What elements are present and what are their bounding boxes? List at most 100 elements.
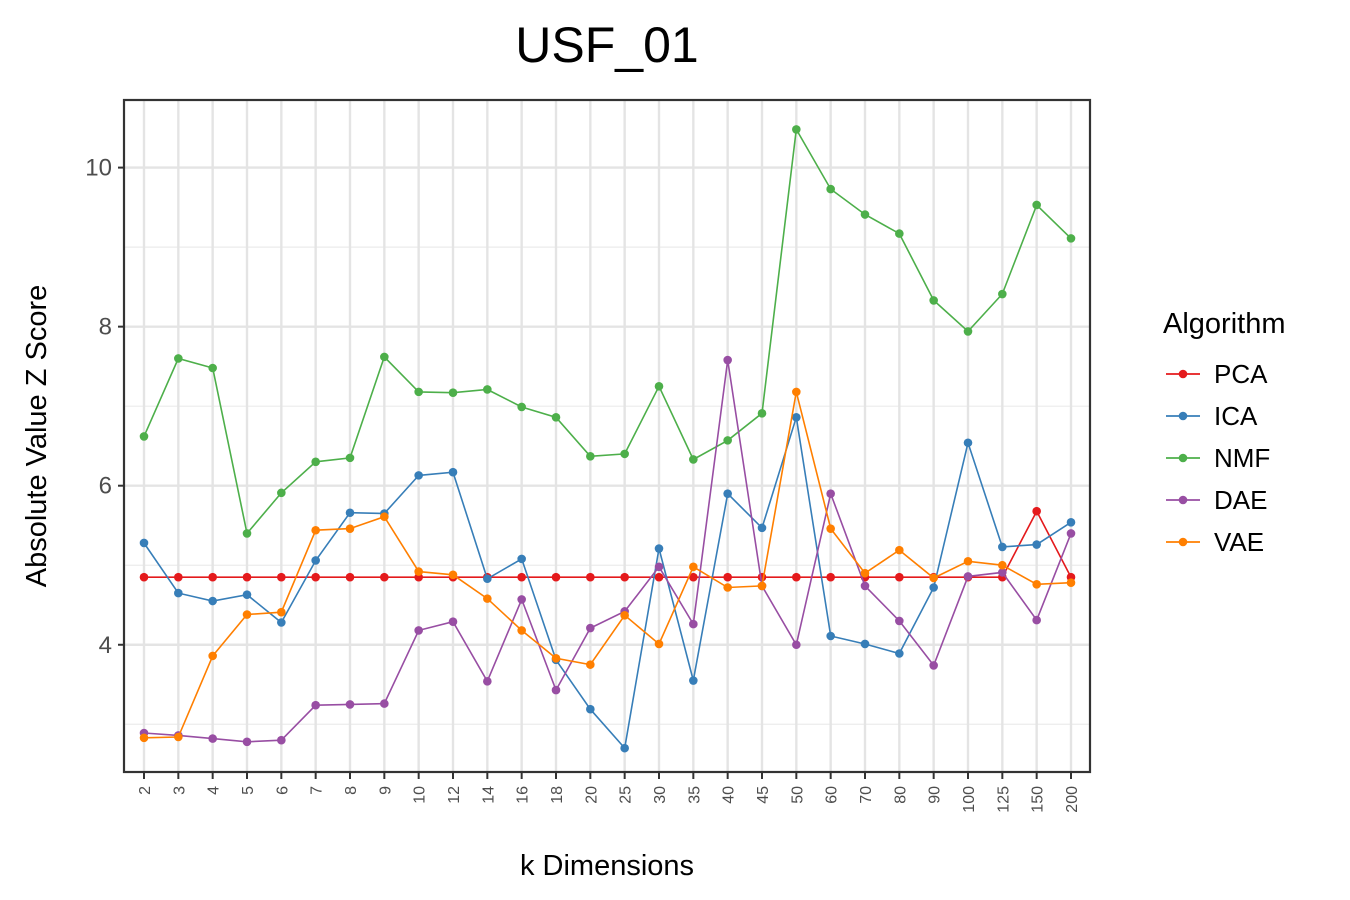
data-point-ica	[895, 649, 904, 658]
data-point-pca	[586, 572, 595, 582]
x-tick-label: 50	[789, 786, 806, 804]
series-nmf	[139, 125, 1076, 538]
data-point-vae	[1032, 580, 1041, 589]
data-point-vae	[242, 610, 252, 619]
data-point-dae	[277, 735, 286, 745]
data-point-dae	[345, 700, 355, 709]
data-point-ica	[757, 523, 767, 533]
data-point-ica	[208, 596, 217, 606]
data-point-pca	[792, 572, 801, 582]
data-point-nmf	[174, 354, 183, 363]
data-point-vae	[1066, 578, 1076, 588]
data-point-pca	[895, 572, 904, 582]
data-point-vae	[380, 512, 389, 522]
legend-label: DAE	[1214, 485, 1267, 515]
data-point-vae	[826, 524, 835, 533]
data-point-ica	[586, 704, 595, 714]
data-point-dae	[483, 677, 492, 686]
data-point-nmf	[139, 432, 149, 441]
series-pca	[139, 506, 1076, 582]
x-tick-label: 9	[377, 786, 394, 795]
plot-grid	[124, 100, 1090, 772]
data-point-dae	[1032, 615, 1041, 625]
data-point-vae	[414, 567, 423, 576]
data-point-pca	[1032, 506, 1041, 516]
data-point-dae	[792, 640, 801, 650]
plot-panel-border	[122, 98, 1092, 774]
data-point-ica	[1032, 540, 1041, 549]
data-point-pca	[380, 572, 389, 582]
legend-item-vae: VAE	[1166, 527, 1264, 557]
data-point-dae	[723, 355, 732, 365]
x-tick-label: 150	[1030, 786, 1047, 813]
data-point-pca	[174, 572, 183, 582]
data-point-nmf	[517, 402, 526, 412]
data-point-nmf	[586, 451, 595, 461]
x-tick-label: 10	[412, 786, 429, 804]
x-tick-label: 8	[343, 786, 360, 795]
series-vae	[139, 387, 1076, 743]
legend-label: NMF	[1214, 443, 1270, 473]
data-point-nmf	[380, 352, 389, 362]
data-point-nmf	[757, 409, 767, 418]
data-point-vae	[448, 570, 458, 580]
data-point-dae	[689, 619, 698, 629]
data-point-nmf	[311, 457, 320, 467]
data-point-nmf	[723, 436, 732, 445]
legend-key-point	[1178, 453, 1188, 463]
data-point-pca	[723, 572, 732, 582]
data-point-dae	[551, 685, 561, 695]
x-tick-label: 4	[206, 786, 223, 795]
data-point-nmf	[277, 488, 286, 498]
legend-key-point	[1178, 411, 1188, 421]
y-axis: 4 6 8 10	[85, 155, 124, 659]
x-tick-label: 70	[858, 786, 875, 804]
data-point-dae	[586, 623, 595, 633]
data-point-dae	[208, 734, 217, 743]
data-point-pca	[689, 572, 698, 582]
data-point-ica	[792, 413, 801, 422]
x-tick-label: 45	[755, 786, 772, 804]
data-point-ica	[689, 676, 698, 685]
data-point-vae	[620, 611, 629, 620]
data-point-dae	[380, 699, 389, 708]
data-point-pca	[277, 572, 286, 582]
data-point-nmf	[654, 381, 664, 391]
data-point-ica	[998, 542, 1007, 552]
x-tick-label: 40	[721, 786, 738, 804]
legend-item-pca: PCA	[1166, 359, 1268, 389]
x-axis-title: k Dimensions	[520, 850, 694, 882]
legend-key-point	[1178, 495, 1188, 505]
data-point-ica	[654, 544, 664, 553]
data-point-vae	[654, 639, 664, 649]
legend: Algorithm PCA ICA NMF DAE VAE	[1163, 308, 1286, 557]
x-tick-label: 6	[274, 786, 291, 795]
data-point-ica	[826, 631, 835, 641]
x-tick-label: 200	[1064, 786, 1081, 813]
data-point-vae	[517, 626, 526, 635]
x-tick-label: 35	[686, 786, 703, 804]
plot-panel	[124, 100, 1090, 772]
data-point-dae	[998, 568, 1007, 577]
x-tick-label: 14	[480, 786, 497, 804]
data-point-ica	[174, 588, 183, 598]
data-point-nmf	[963, 327, 973, 336]
data-point-vae	[860, 568, 870, 578]
data-point-nmf	[1066, 234, 1076, 243]
data-point-dae	[1066, 529, 1076, 538]
data-point-pca	[620, 572, 629, 582]
data-point-ica	[1066, 517, 1076, 527]
legend-title: Algorithm	[1163, 308, 1286, 340]
data-point-nmf	[792, 125, 801, 134]
legend-key-point	[1178, 369, 1188, 379]
data-point-nmf	[242, 529, 252, 538]
legend-label: VAE	[1214, 527, 1264, 557]
chart-title: USF_01	[515, 17, 698, 73]
data-point-ica	[483, 574, 492, 584]
data-point-ica	[277, 618, 286, 627]
data-point-nmf	[345, 453, 355, 463]
data-point-dae	[414, 626, 423, 635]
data-point-vae	[311, 525, 320, 535]
data-point-pca	[517, 572, 526, 582]
data-point-pca	[345, 572, 355, 582]
